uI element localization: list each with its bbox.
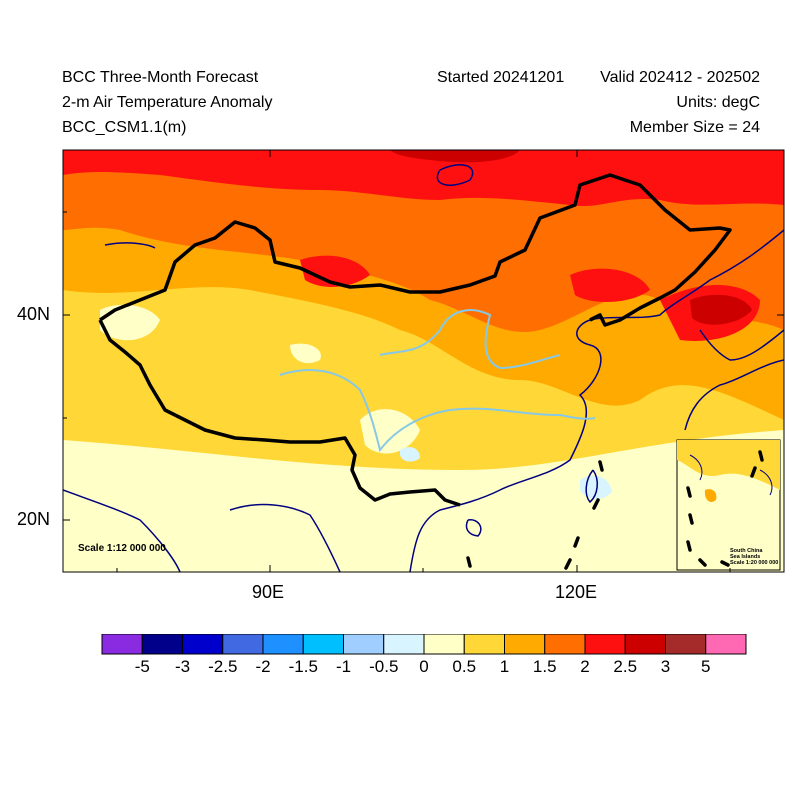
units-label: Units: degC xyxy=(676,94,760,111)
valid-period: Valid 202412 - 202502 xyxy=(600,69,760,86)
inset-title-line-1: South China xyxy=(730,548,763,554)
variable-name: 2-m Air Temperature Anomaly xyxy=(62,94,273,111)
colorbar-swatch xyxy=(423,634,465,655)
colorbar-tick-label: 0 xyxy=(419,657,429,676)
coastline-layer xyxy=(63,164,784,572)
lon-label-90e: 90E xyxy=(252,582,285,602)
colorbar-tick-label: 2 xyxy=(580,657,590,676)
colorbar-tick-label: 1.5 xyxy=(532,657,557,676)
colorbar-tick-label: -2 xyxy=(255,657,271,676)
map-title: BCC Three-Month Forecast xyxy=(62,69,259,86)
china-border xyxy=(98,173,732,507)
dash-line-marks xyxy=(466,460,604,570)
colorbar-tick-label: 5 xyxy=(701,657,711,676)
colorbar xyxy=(101,634,747,655)
temperature-field xyxy=(63,150,784,572)
colorbar-tick-label: -3 xyxy=(174,657,191,676)
colorbar-swatch xyxy=(262,634,304,655)
colorbar-swatch xyxy=(463,634,505,655)
inset-title-line-2: Sea Islands xyxy=(730,554,761,560)
colorbar-tick-label: -1.5 xyxy=(288,657,318,676)
map-scale-label: Scale 1:12 000 000 xyxy=(78,543,166,554)
colorbar-swatch xyxy=(182,634,224,655)
colorbar-swatch xyxy=(705,634,747,655)
axis-ticks xyxy=(63,150,784,572)
colorbar-swatch xyxy=(302,634,344,655)
colorbar-tick-label: -2.5 xyxy=(208,657,238,676)
colorbar-tick-label: 3 xyxy=(660,657,671,676)
member-size: Member Size = 24 xyxy=(629,119,760,136)
colorbar-swatch xyxy=(504,634,546,655)
colorbar-swatch xyxy=(101,634,143,655)
colorbar-swatch xyxy=(544,634,586,655)
colorbar-swatch xyxy=(383,634,425,655)
colorbar-tick-label: 1 xyxy=(499,657,510,676)
inset-caption: South China Sea Islands Scale 1:20 000 0… xyxy=(730,548,778,566)
colorbar-swatch xyxy=(141,634,183,655)
colorbar-swatch xyxy=(584,634,626,655)
lon-label-120e: 120E xyxy=(555,582,598,602)
river-layer xyxy=(279,309,596,453)
model-name: BCC_CSM1.1(m) xyxy=(62,119,187,136)
south-china-sea-inset xyxy=(676,439,781,571)
colorbar-tick-label: 2.5 xyxy=(613,657,638,676)
colorbar-tick-label: -0.5 xyxy=(369,657,399,676)
colorbar-tick-label: 0.5 xyxy=(452,657,477,676)
start-date: Started 20241201 xyxy=(437,69,565,86)
lat-label-40n: 40N xyxy=(17,304,51,324)
colorbar-tick-label: -1 xyxy=(335,657,352,676)
colorbar-swatch xyxy=(222,634,264,655)
lat-label-20n: 20N xyxy=(17,509,51,529)
inset-scale-label: Scale 1:20 000 000 xyxy=(730,560,779,566)
colorbar-swatch xyxy=(624,634,666,655)
colorbar-swatch xyxy=(343,634,385,655)
colorbar-tick-label: -5 xyxy=(134,657,150,676)
colorbar-swatch xyxy=(665,634,707,655)
